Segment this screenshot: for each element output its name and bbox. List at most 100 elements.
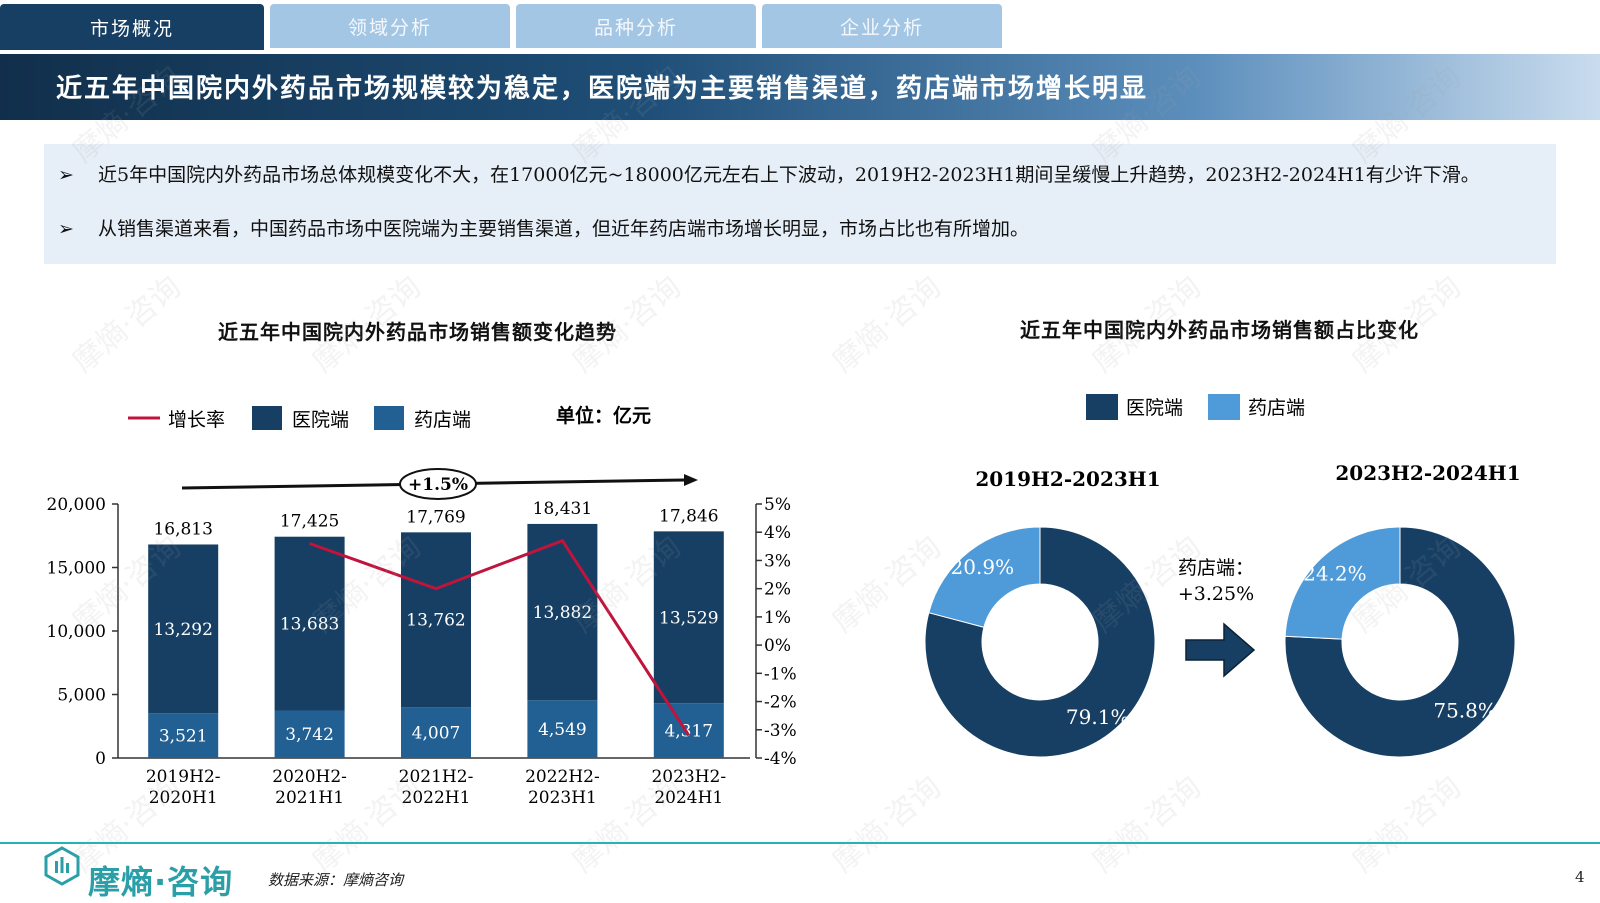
bar-pharmacy-label: 4,007 [412,724,461,744]
bar-pharmacy-label: 4,549 [538,720,587,740]
watermark-text: 摩熵·咨询 [66,269,188,380]
x-tick-label: 2021H1 [275,788,344,808]
tab-bar: 市场概况 领域分析 品种分析 企业分析 [0,0,1600,50]
bar-pharmacy [401,707,471,758]
pie-2-period-label: 2023H2-2024H1 [1335,461,1520,485]
bar-hospital-label: 13,292 [153,620,212,640]
bar-pharmacy [274,710,345,758]
bar-pharmacy-label: 3,521 [159,727,208,747]
bar-total-label: 17,846 [659,506,718,526]
bar-pharmacy-label: 3,742 [285,725,334,745]
x-tick-label: 2022H1 [402,788,471,808]
y-tick-label: 10,000 [47,622,106,642]
x-tick-label: 2019H2- [146,767,221,787]
bar-hospital [274,536,345,711]
bar-hospital-label: 13,529 [659,608,718,628]
growth-rate-line [309,538,691,737]
bar-pharmacy [653,703,724,758]
page-number: 4 [1575,868,1585,886]
y-tick-label: 5,000 [57,686,106,706]
page-title: 近五年中国院内外药品市场规模较为稳定，医院端为主要销售渠道，药店端市场增长明显 [56,74,1149,104]
cagr-label: +1.5% [408,475,468,495]
donut-value-label: 79.1% [1066,705,1130,729]
footer-divider [0,842,1600,844]
bar-total-label: 16,813 [153,519,212,539]
bar-pharmacy-label: 4,317 [664,722,713,742]
donut-value-label: 75.8% [1433,698,1497,722]
trend-arrow-head-icon [684,474,698,486]
unit-label: 单位：亿元 [556,404,651,427]
bar-total-label: 17,425 [280,512,339,532]
title-banner: 近五年中国院内外药品市场规模较为稳定，医院端为主要销售渠道，药店端市场增长明显 [0,54,1600,120]
y2-tick-label: 3% [764,551,791,571]
arrow-bullet-icon: ➢ [58,164,74,186]
legend-hospital-swatch [1086,394,1118,420]
bar-chart-title: 近五年中国院内外药品市场销售额变化趋势 [218,320,617,344]
bar-hospital [401,532,471,708]
logo-text: 摩熵·咨询 [88,863,234,901]
tab-variety-analysis[interactable]: 品种分析 [516,4,756,48]
bar-hospital-label: 13,762 [406,611,465,631]
bar-hospital-label: 13,683 [280,615,339,635]
bullet-text: 从销售渠道来看，中国药品市场中医院端为主要销售渠道，但近年药店端市场增长明显，市… [98,218,1030,240]
x-tick-label: 2022H2- [525,767,600,787]
y-tick-label: 0 [95,749,106,769]
x-tick-label: 2020H2- [272,767,347,787]
donut-slice-hospital [924,526,1156,758]
pie-chart: 医院端 药店端 2019H2-2023H1 2023H2-2024H1 79.1… [924,394,1521,758]
x-tick-label: 2023H1 [528,788,597,808]
donut-slice-hospital [1284,526,1516,758]
y2-tick-label: 0% [764,636,791,656]
pie-chart-title: 近五年中国院内外药品市场销售额占比变化 [1020,318,1419,342]
legend-hospital-label: 医院端 [292,409,349,431]
pie-1-period-label: 2019H2-2023H1 [975,467,1160,491]
tab-market-overview[interactable]: 市场概况 [0,4,264,50]
legend-pharmacy-swatch [1208,394,1240,420]
y2-tick-label: -3% [764,721,797,741]
y2-tick-label: -1% [764,664,797,684]
bar-hospital [148,544,219,714]
tab-field-analysis[interactable]: 领域分析 [270,4,510,48]
logo-icon [44,846,80,886]
y2-tick-label: 5% [764,495,791,515]
y2-tick-label: 2% [764,580,791,600]
bar-total-label: 17,769 [406,507,465,527]
cagr-badge [399,468,477,500]
change-arrow-icon [1185,622,1256,678]
data-source: 数据来源：摩熵咨询 [268,871,404,889]
y-tick-label: 15,000 [47,559,106,579]
x-tick-label: 2020H1 [149,788,218,808]
summary-box: ➢ 近5年中国院内外药品市场总体规模变化不大，在17000亿元~18000亿元左… [44,144,1556,264]
x-tick-label: 2023H2- [651,767,726,787]
donut-value-label: 20.9% [951,555,1015,579]
bar-hospital [527,523,598,701]
y2-tick-label: 4% [764,523,791,543]
bar-chart: 增长率 医院端 药店端 单位：亿元 +1.5% 20,000 15,000 10,0… [47,404,797,808]
donut-slice-pharmacy [928,526,1041,628]
bar-total-label: 18,431 [533,499,592,519]
donut-slice-pharmacy [1284,526,1401,640]
bar-pharmacy [148,713,219,758]
change-label-value: +3.25% [1178,583,1254,605]
bar-pharmacy [527,700,598,758]
x-tick-label: 2021H2- [399,767,474,787]
legend-pharmacy-label: 药店端 [1248,397,1305,419]
legend-hospital-label: 医院端 [1126,397,1183,419]
legend-pharmacy-swatch [374,406,404,430]
legend-hospital-swatch [252,406,282,430]
bar-hospital-label: 13,882 [533,603,592,623]
tab-company-analysis[interactable]: 企业分析 [762,4,1002,48]
donut-value-label: 24.2% [1303,562,1367,586]
legend-growth-label: 增长率 [168,409,225,431]
arrow-bullet-icon: ➢ [58,218,74,240]
watermark-text: 摩熵·咨询 [826,269,948,380]
x-tick-label: 2024H1 [654,788,723,808]
bullet-text: 近5年中国院内外药品市场总体规模变化不大，在17000亿元~18000亿元左右上… [98,164,1480,186]
legend-pharmacy-label: 药店端 [414,409,471,431]
y2-tick-label: -2% [764,693,797,713]
change-label-title: 药店端： [1178,557,1254,579]
y2-tick-label: 1% [764,608,791,628]
y2-tick-label: -4% [764,749,797,769]
y-tick-label: 20,000 [47,495,106,515]
bar-hospital [653,531,724,704]
